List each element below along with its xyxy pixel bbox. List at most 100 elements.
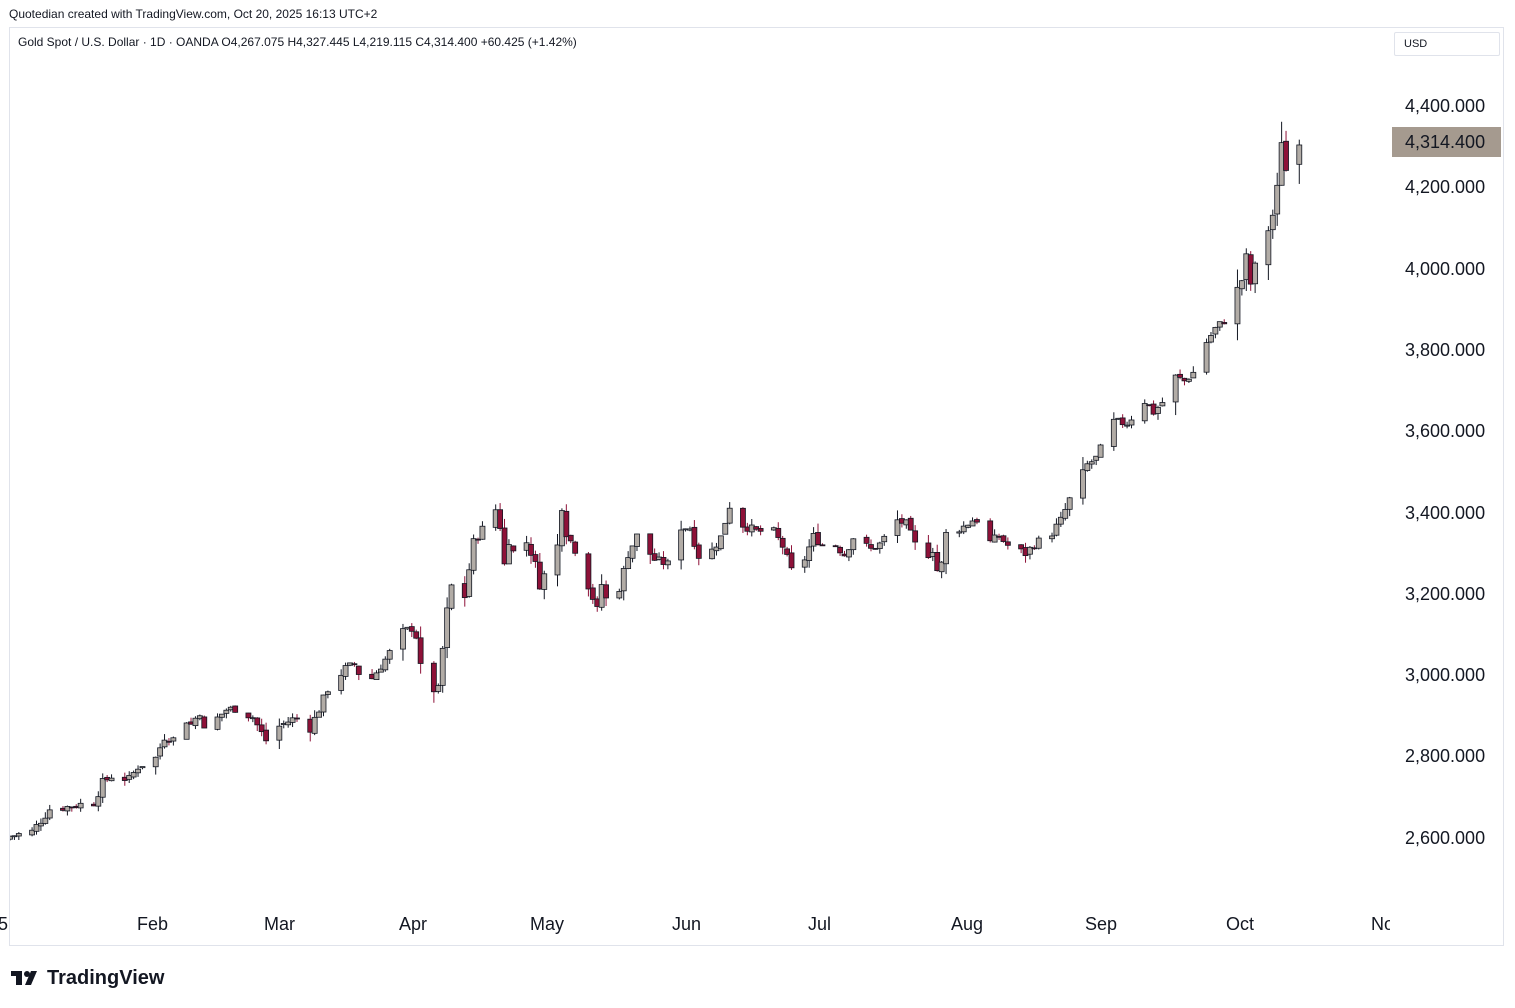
candle xyxy=(629,545,636,563)
candle-body xyxy=(29,829,35,836)
candle xyxy=(276,718,283,750)
candle-body xyxy=(1159,402,1166,407)
candle-body xyxy=(417,637,424,664)
candle-body xyxy=(400,628,406,650)
candle-body xyxy=(1221,322,1228,325)
candle-body xyxy=(572,541,579,554)
candle xyxy=(938,561,945,579)
candle-body xyxy=(276,725,283,741)
candle xyxy=(1000,534,1007,543)
currency-selector[interactable]: USD xyxy=(1394,32,1500,56)
candle xyxy=(1212,326,1219,339)
candle xyxy=(647,533,654,564)
candle-body xyxy=(1066,497,1073,510)
candle-body xyxy=(1080,469,1086,499)
candle-body xyxy=(377,668,384,673)
candle xyxy=(1128,415,1135,429)
candle-body xyxy=(77,802,84,809)
candle-body xyxy=(1208,335,1214,343)
tradingview-logo[interactable]: TradingView xyxy=(11,966,164,990)
candle xyxy=(311,710,318,736)
candle xyxy=(342,662,349,680)
candle-body xyxy=(876,542,883,550)
candle-body xyxy=(678,529,685,561)
candle xyxy=(439,646,446,693)
price-tick-label: 4,400.000 xyxy=(1405,96,1486,116)
candle-body xyxy=(1274,184,1281,215)
candle xyxy=(1080,457,1086,505)
candle xyxy=(338,669,345,695)
candle-body xyxy=(1124,424,1130,427)
candle xyxy=(912,525,919,550)
candle-body xyxy=(38,822,44,827)
candle xyxy=(567,534,574,544)
candle-body xyxy=(258,724,265,733)
candle-body xyxy=(717,535,724,550)
candle xyxy=(139,766,146,770)
candle xyxy=(294,714,300,722)
candle xyxy=(386,648,393,664)
candle-body xyxy=(938,561,945,573)
candle-body xyxy=(863,536,870,544)
candle-body xyxy=(135,768,141,774)
candle xyxy=(38,818,44,831)
candle-body xyxy=(722,522,729,535)
candle-body xyxy=(325,691,331,695)
candle xyxy=(1004,537,1011,550)
candle xyxy=(1084,460,1091,472)
candle-body xyxy=(1027,546,1033,555)
candle xyxy=(806,539,813,568)
candle xyxy=(1155,405,1161,420)
time-tick-label: Feb xyxy=(137,914,169,934)
candle-body xyxy=(373,672,380,680)
candle xyxy=(223,708,230,719)
candle-body xyxy=(620,568,627,592)
candle xyxy=(709,542,715,560)
candle xyxy=(351,661,358,667)
symbol-legend[interactable]: Gold Spot / U.S. Dollar · 1D · OANDA O4,… xyxy=(18,35,577,49)
candle xyxy=(969,517,976,527)
candle-body xyxy=(1216,321,1223,328)
candle xyxy=(1124,421,1130,429)
candle-body xyxy=(413,631,420,639)
time-tick-clip: Nov xyxy=(1362,905,1390,945)
candle xyxy=(1203,338,1210,375)
candle xyxy=(1283,130,1289,172)
candle-body xyxy=(351,663,358,666)
candle-body xyxy=(1110,418,1117,447)
candle-body xyxy=(64,806,71,812)
candle xyxy=(850,538,857,555)
candle-body xyxy=(470,538,477,571)
candle xyxy=(784,546,790,557)
candle-body xyxy=(152,756,159,768)
candle-body xyxy=(1093,455,1100,461)
candle-body xyxy=(254,717,261,726)
candle xyxy=(1216,321,1223,331)
candle xyxy=(554,534,561,587)
candle-body xyxy=(10,835,13,840)
candle-body xyxy=(338,674,345,691)
candle xyxy=(1053,518,1060,537)
last-price-label: 4,314.400 xyxy=(1392,127,1501,157)
candle-body xyxy=(541,573,548,590)
candle-body xyxy=(130,772,137,778)
candle xyxy=(943,529,949,575)
candle xyxy=(960,521,967,535)
candle xyxy=(448,583,455,611)
candle xyxy=(678,520,685,570)
candle-body xyxy=(1018,544,1025,550)
candle-body xyxy=(1057,516,1064,525)
candle-body xyxy=(907,517,914,531)
candle-body xyxy=(289,717,296,723)
candle xyxy=(541,570,548,600)
candle-body xyxy=(837,546,843,554)
candle xyxy=(1274,172,1281,226)
time-tick-label: Sep xyxy=(1085,914,1118,934)
candle-body xyxy=(285,721,292,726)
candle xyxy=(532,550,539,568)
candle xyxy=(1018,544,1025,554)
time-tick-label: Jul xyxy=(808,914,832,934)
candle-body xyxy=(166,740,172,743)
candle xyxy=(779,535,786,555)
